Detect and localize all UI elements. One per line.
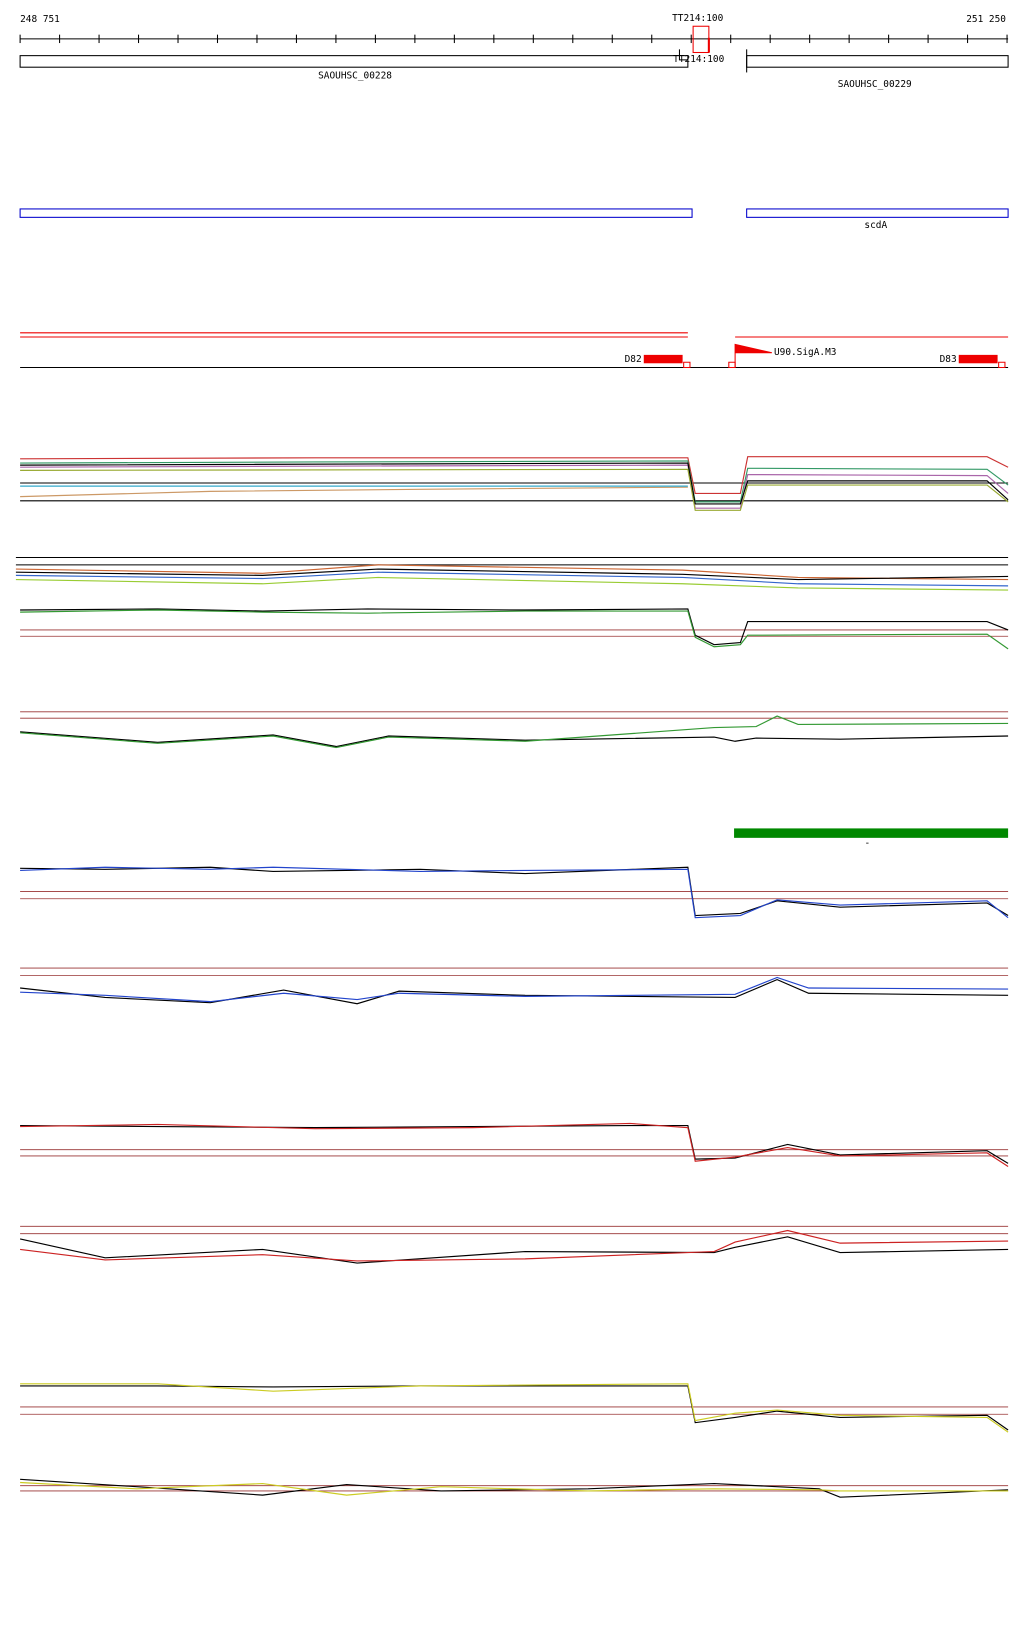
feature-ends (683, 361, 1006, 369)
feature-d82 (643, 354, 683, 364)
ruler-marker: TT214:100 (672, 13, 723, 24)
annotation-right (746, 208, 1009, 218)
promoter-label: U90.SigA.M3 (774, 347, 837, 358)
feature-label: D82 (625, 354, 642, 365)
feature-label: D83 (940, 354, 957, 365)
segment-label: - (865, 838, 871, 849)
expression-tracks (15, 456, 1009, 1498)
gene-left (19, 55, 689, 68)
promoter (734, 343, 772, 368)
feature-lines (20, 332, 1009, 338)
gene-label: SAOUHSC_00228 (318, 71, 392, 82)
ruler-start: 248 751 (20, 14, 60, 25)
ruler-end: 251 250 (966, 14, 1006, 25)
gene-right (746, 55, 1009, 68)
annotation-label: scdA (864, 220, 887, 231)
annotation-left (19, 208, 693, 218)
gene-arrow (678, 49, 688, 61)
terminator-label: TT214:100 (673, 54, 724, 65)
gene-label: SAOUHSC_00229 (838, 79, 912, 90)
feature-d83 (958, 354, 998, 364)
ruler-ticks (19, 34, 1009, 44)
